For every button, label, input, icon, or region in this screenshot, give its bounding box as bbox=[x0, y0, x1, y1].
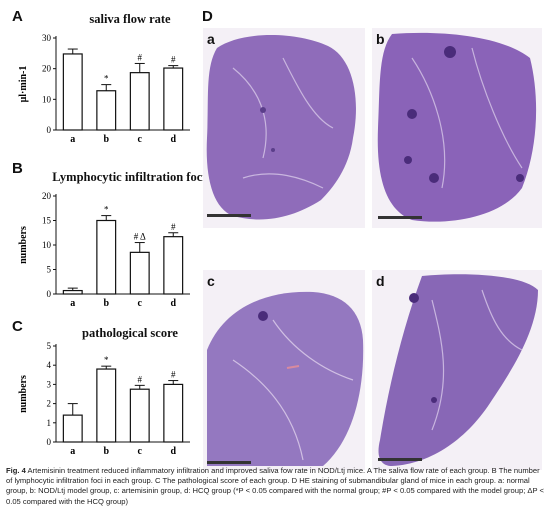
y-tick-label: 4 bbox=[47, 360, 52, 370]
significance-marker: # bbox=[171, 55, 176, 65]
panel-letter-d: D bbox=[202, 8, 213, 25]
tissue-section-c bbox=[207, 291, 364, 466]
x-category-label: c bbox=[138, 298, 143, 309]
histology-panel-a: a bbox=[203, 28, 365, 228]
y-tick-label: 3 bbox=[47, 379, 52, 389]
y-tick-label: 0 bbox=[47, 437, 52, 447]
histology-label-d: d bbox=[376, 273, 385, 289]
chart-title-foci: Lymphocytic infiltration foci bbox=[52, 170, 206, 184]
significance-marker: # bbox=[171, 222, 176, 232]
histology-panel-c: c bbox=[203, 270, 365, 470]
bar-chart-pathological-score: 0 1 2 3 4 5 numbers a * b # c # d bbox=[18, 341, 190, 457]
histology-label-c: c bbox=[207, 273, 215, 289]
significance-marker: * bbox=[104, 74, 109, 84]
bar bbox=[129, 388, 150, 443]
tissue-section-b bbox=[377, 32, 537, 222]
chart-title-saliva: saliva flow rate bbox=[89, 12, 171, 26]
y-tick-label: 15 bbox=[42, 216, 52, 226]
significance-marker: * bbox=[104, 205, 109, 215]
significance-marker: # bbox=[138, 374, 143, 384]
x-category-label: d bbox=[170, 446, 176, 457]
histology-label-b: b bbox=[376, 31, 385, 47]
bar-chart-lymphocytic-foci: 0 5 10 15 20 numbers a * b # Δ c # d bbox=[18, 191, 190, 309]
y-tick-label: 2 bbox=[47, 399, 52, 409]
figure-number: Fig. 4 bbox=[6, 466, 26, 475]
histology-panel-d: d bbox=[372, 270, 542, 470]
figure-caption: Fig. 4 Artemisinin treatment reduced inf… bbox=[6, 466, 544, 507]
x-category-label: a bbox=[70, 134, 75, 145]
bar-chart-saliva-flow-rate: 0 10 20 30 μl·min-1 a * b # c # d bbox=[18, 33, 190, 145]
y-axis-label: numbers bbox=[18, 226, 29, 264]
bar bbox=[62, 414, 83, 443]
y-tick-label: 5 bbox=[47, 265, 52, 275]
x-category-label: a bbox=[70, 298, 75, 309]
x-category-label: a bbox=[70, 446, 75, 457]
y-tick-label: 5 bbox=[47, 341, 52, 351]
y-tick-label: 20 bbox=[42, 191, 52, 201]
y-tick-label: 0 bbox=[47, 289, 52, 299]
significance-marker: # bbox=[171, 370, 176, 380]
x-category-label: b bbox=[103, 134, 109, 145]
x-category-label: d bbox=[170, 134, 176, 145]
significance-marker: # bbox=[138, 52, 143, 62]
y-tick-label: 30 bbox=[42, 33, 52, 43]
significance-marker: # Δ bbox=[134, 232, 146, 242]
y-tick-label: 10 bbox=[42, 240, 52, 250]
chart-title-score: pathological score bbox=[82, 326, 178, 340]
significance-marker: * bbox=[104, 355, 109, 365]
y-axis-label: μl·min-1 bbox=[18, 66, 29, 103]
histology-panel-b: b bbox=[372, 28, 542, 228]
tissue-section-a bbox=[206, 35, 356, 220]
panel-letter-b: B bbox=[12, 160, 23, 177]
panel-letter-c: C bbox=[12, 318, 23, 335]
y-tick-label: 0 bbox=[47, 125, 52, 135]
y-tick-label: 1 bbox=[47, 418, 52, 428]
x-category-label: c bbox=[138, 446, 143, 457]
figure-caption-text: Artemisinin treatment reduced inflammato… bbox=[6, 466, 544, 506]
x-category-label: b bbox=[103, 446, 109, 457]
y-tick-label: 10 bbox=[42, 94, 52, 104]
y-axis-label: numbers bbox=[18, 375, 29, 413]
panel-letter-a: A bbox=[12, 8, 23, 25]
x-category-label: b bbox=[103, 298, 109, 309]
bar bbox=[163, 383, 184, 443]
tissue-section-d bbox=[378, 274, 538, 466]
x-category-label: d bbox=[170, 298, 176, 309]
histology-label-a: a bbox=[207, 31, 215, 47]
x-category-label: c bbox=[138, 134, 143, 145]
y-tick-label: 20 bbox=[42, 64, 52, 74]
bar bbox=[96, 368, 117, 443]
